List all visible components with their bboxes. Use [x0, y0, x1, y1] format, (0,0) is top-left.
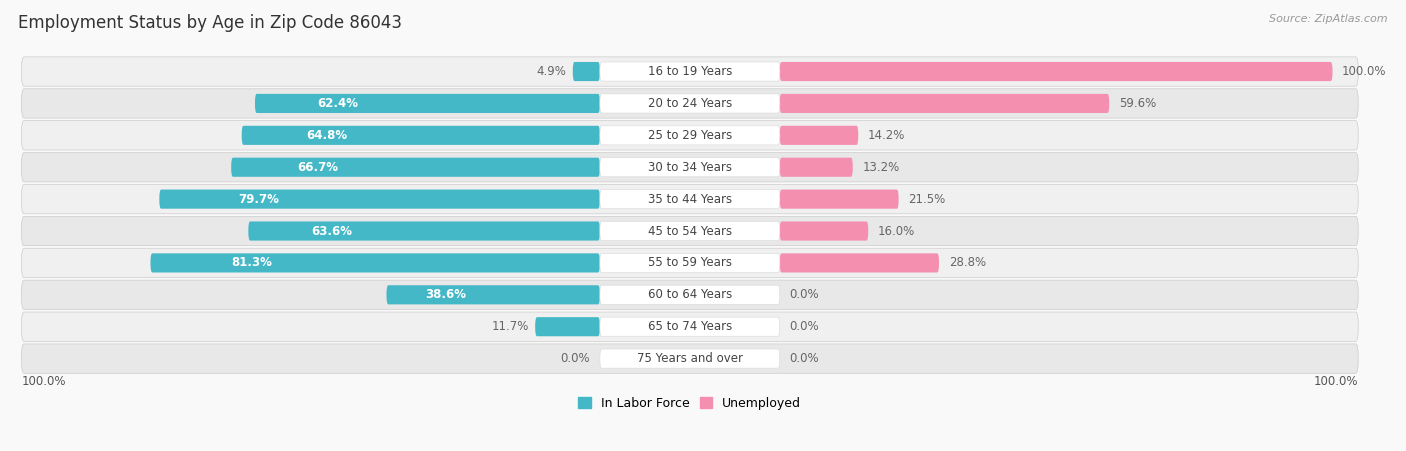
- Text: 13.2%: 13.2%: [862, 161, 900, 174]
- Text: 11.7%: 11.7%: [491, 320, 529, 333]
- Text: 60 to 64 Years: 60 to 64 Years: [648, 288, 733, 301]
- Text: 14.2%: 14.2%: [868, 129, 905, 142]
- FancyBboxPatch shape: [21, 216, 1358, 246]
- Text: 63.6%: 63.6%: [312, 225, 353, 238]
- Text: 16 to 19 Years: 16 to 19 Years: [648, 65, 733, 78]
- Text: 62.4%: 62.4%: [316, 97, 359, 110]
- FancyBboxPatch shape: [21, 121, 1358, 150]
- Text: 100.0%: 100.0%: [1313, 375, 1358, 388]
- FancyBboxPatch shape: [780, 221, 869, 240]
- FancyBboxPatch shape: [150, 253, 600, 272]
- Text: 45 to 54 Years: 45 to 54 Years: [648, 225, 733, 238]
- Text: 100.0%: 100.0%: [1343, 65, 1386, 78]
- FancyBboxPatch shape: [600, 189, 780, 209]
- Text: Source: ZipAtlas.com: Source: ZipAtlas.com: [1270, 14, 1388, 23]
- Text: 0.0%: 0.0%: [561, 352, 591, 365]
- FancyBboxPatch shape: [600, 285, 780, 304]
- FancyBboxPatch shape: [780, 126, 858, 145]
- FancyBboxPatch shape: [21, 280, 1358, 309]
- FancyBboxPatch shape: [159, 189, 600, 209]
- Text: 59.6%: 59.6%: [1119, 97, 1156, 110]
- FancyBboxPatch shape: [600, 221, 780, 240]
- FancyBboxPatch shape: [600, 94, 780, 113]
- Text: 28.8%: 28.8%: [949, 257, 986, 269]
- FancyBboxPatch shape: [780, 158, 853, 177]
- FancyBboxPatch shape: [780, 62, 1333, 81]
- FancyBboxPatch shape: [780, 94, 1109, 113]
- FancyBboxPatch shape: [600, 62, 780, 81]
- FancyBboxPatch shape: [600, 317, 780, 336]
- Text: 21.5%: 21.5%: [908, 193, 945, 206]
- FancyBboxPatch shape: [21, 89, 1358, 118]
- FancyBboxPatch shape: [21, 152, 1358, 182]
- Text: 30 to 34 Years: 30 to 34 Years: [648, 161, 733, 174]
- FancyBboxPatch shape: [231, 158, 600, 177]
- Text: 38.6%: 38.6%: [425, 288, 465, 301]
- Legend: In Labor Force, Unemployed: In Labor Force, Unemployed: [578, 397, 801, 410]
- FancyBboxPatch shape: [600, 349, 780, 368]
- Text: 0.0%: 0.0%: [789, 320, 820, 333]
- Text: 66.7%: 66.7%: [298, 161, 339, 174]
- FancyBboxPatch shape: [600, 253, 780, 272]
- Text: 81.3%: 81.3%: [232, 257, 273, 269]
- Text: 0.0%: 0.0%: [789, 352, 820, 365]
- Text: 25 to 29 Years: 25 to 29 Years: [648, 129, 733, 142]
- Text: 79.7%: 79.7%: [239, 193, 280, 206]
- Text: 20 to 24 Years: 20 to 24 Years: [648, 97, 733, 110]
- Text: Employment Status by Age in Zip Code 86043: Employment Status by Age in Zip Code 860…: [18, 14, 402, 32]
- FancyBboxPatch shape: [254, 94, 600, 113]
- FancyBboxPatch shape: [600, 126, 780, 145]
- Text: 35 to 44 Years: 35 to 44 Years: [648, 193, 733, 206]
- FancyBboxPatch shape: [242, 126, 600, 145]
- Text: 55 to 59 Years: 55 to 59 Years: [648, 257, 733, 269]
- Text: 16.0%: 16.0%: [877, 225, 915, 238]
- Text: 0.0%: 0.0%: [789, 288, 820, 301]
- Text: 4.9%: 4.9%: [537, 65, 567, 78]
- FancyBboxPatch shape: [780, 189, 898, 209]
- FancyBboxPatch shape: [600, 158, 780, 177]
- FancyBboxPatch shape: [249, 221, 600, 240]
- FancyBboxPatch shape: [387, 285, 600, 304]
- FancyBboxPatch shape: [572, 62, 600, 81]
- Text: 64.8%: 64.8%: [307, 129, 347, 142]
- FancyBboxPatch shape: [21, 57, 1358, 86]
- FancyBboxPatch shape: [780, 253, 939, 272]
- FancyBboxPatch shape: [21, 344, 1358, 373]
- FancyBboxPatch shape: [21, 312, 1358, 341]
- Text: 75 Years and over: 75 Years and over: [637, 352, 742, 365]
- Text: 100.0%: 100.0%: [21, 375, 66, 388]
- FancyBboxPatch shape: [21, 184, 1358, 214]
- Text: 65 to 74 Years: 65 to 74 Years: [648, 320, 733, 333]
- FancyBboxPatch shape: [21, 248, 1358, 277]
- FancyBboxPatch shape: [536, 317, 600, 336]
